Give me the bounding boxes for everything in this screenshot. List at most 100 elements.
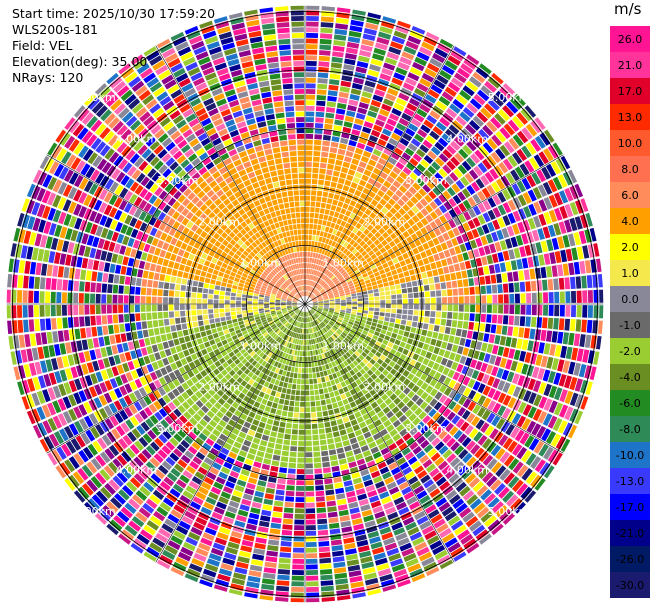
range-gate [406,281,412,288]
range-gate [356,142,366,150]
range-gate [568,332,575,346]
range-gate [320,242,325,249]
range-gate [476,111,489,123]
range-gate [354,482,364,490]
range-gate [242,310,248,314]
range-gate [502,283,509,293]
range-gate [336,273,341,278]
range-gate [571,247,579,261]
range-gate [446,257,453,265]
range-gate [315,312,320,317]
range-gate [296,356,300,362]
range-gate [391,152,401,161]
range-gate [487,376,495,387]
range-gate [470,304,476,313]
range-gate [352,344,359,350]
range-gate [439,275,446,282]
range-gate [406,162,415,171]
range-gate [410,460,421,470]
range-gate [337,400,344,407]
range-gate [337,274,343,280]
range-gate [181,515,194,526]
range-gate [523,328,530,339]
range-gate [569,408,579,423]
range-gate [348,30,362,38]
range-gate [198,432,208,442]
range-gate [147,320,153,329]
range-gate [533,394,542,407]
range-gate [373,288,379,293]
range-gate [415,230,423,238]
range-gate [369,536,381,544]
range-gate [319,552,331,558]
range-gate [398,272,405,279]
range-gate [352,360,359,367]
range-gate [349,93,360,101]
range-gate [402,396,411,404]
range-gate [306,285,308,291]
range-gate [463,58,477,70]
range-gate [374,419,382,427]
range-gate [265,423,272,431]
range-gate [373,47,386,56]
range-gate [342,254,348,261]
range-gate [389,393,398,401]
range-gate [68,267,76,279]
range-gate [237,317,243,322]
range-gate [54,252,61,264]
range-gate [350,275,357,280]
range-gate [402,304,408,309]
range-gate [308,235,312,241]
range-gate [338,276,344,282]
range-gate [345,372,352,379]
range-gate [377,31,392,40]
range-gate [441,259,448,267]
range-gate [512,326,519,337]
range-gate [209,318,215,324]
range-gate [366,140,376,148]
range-gate [398,157,408,166]
range-gate [533,380,542,393]
range-gate [244,488,255,496]
range-gate [323,310,328,313]
range-gate [416,51,430,62]
range-gate [415,370,423,378]
range-gate [309,223,314,229]
range-gate [57,266,64,278]
range-gate [81,339,89,351]
range-gate [233,366,240,373]
range-gate [365,246,372,253]
range-gate [355,222,362,230]
range-gate [318,66,329,73]
range-gate [306,586,319,592]
range-gate [317,308,323,311]
range-gate [389,264,396,271]
range-gate [463,287,470,295]
range-gate [480,362,488,373]
range-gate [377,461,387,470]
range-gate [322,311,327,315]
range-gate [428,324,435,331]
range-gate [102,272,109,283]
range-gate [543,305,549,316]
range-gate [318,298,323,301]
range-gate [432,492,444,503]
range-gate [309,274,312,280]
range-gate [305,150,313,156]
range-gate [478,128,490,141]
range-gate [329,79,340,86]
range-gate [380,185,388,193]
range-gate [315,496,325,502]
range-gate [363,431,372,439]
range-gate [502,215,511,226]
range-gate [384,397,393,406]
range-gate [541,428,552,442]
range-gate [391,304,397,309]
range-gate [327,443,336,450]
range-gate [530,120,542,134]
range-gate [294,519,305,525]
range-gate [307,311,310,317]
range-gate [156,506,169,517]
range-gate [526,304,532,315]
range-gate [416,163,426,173]
